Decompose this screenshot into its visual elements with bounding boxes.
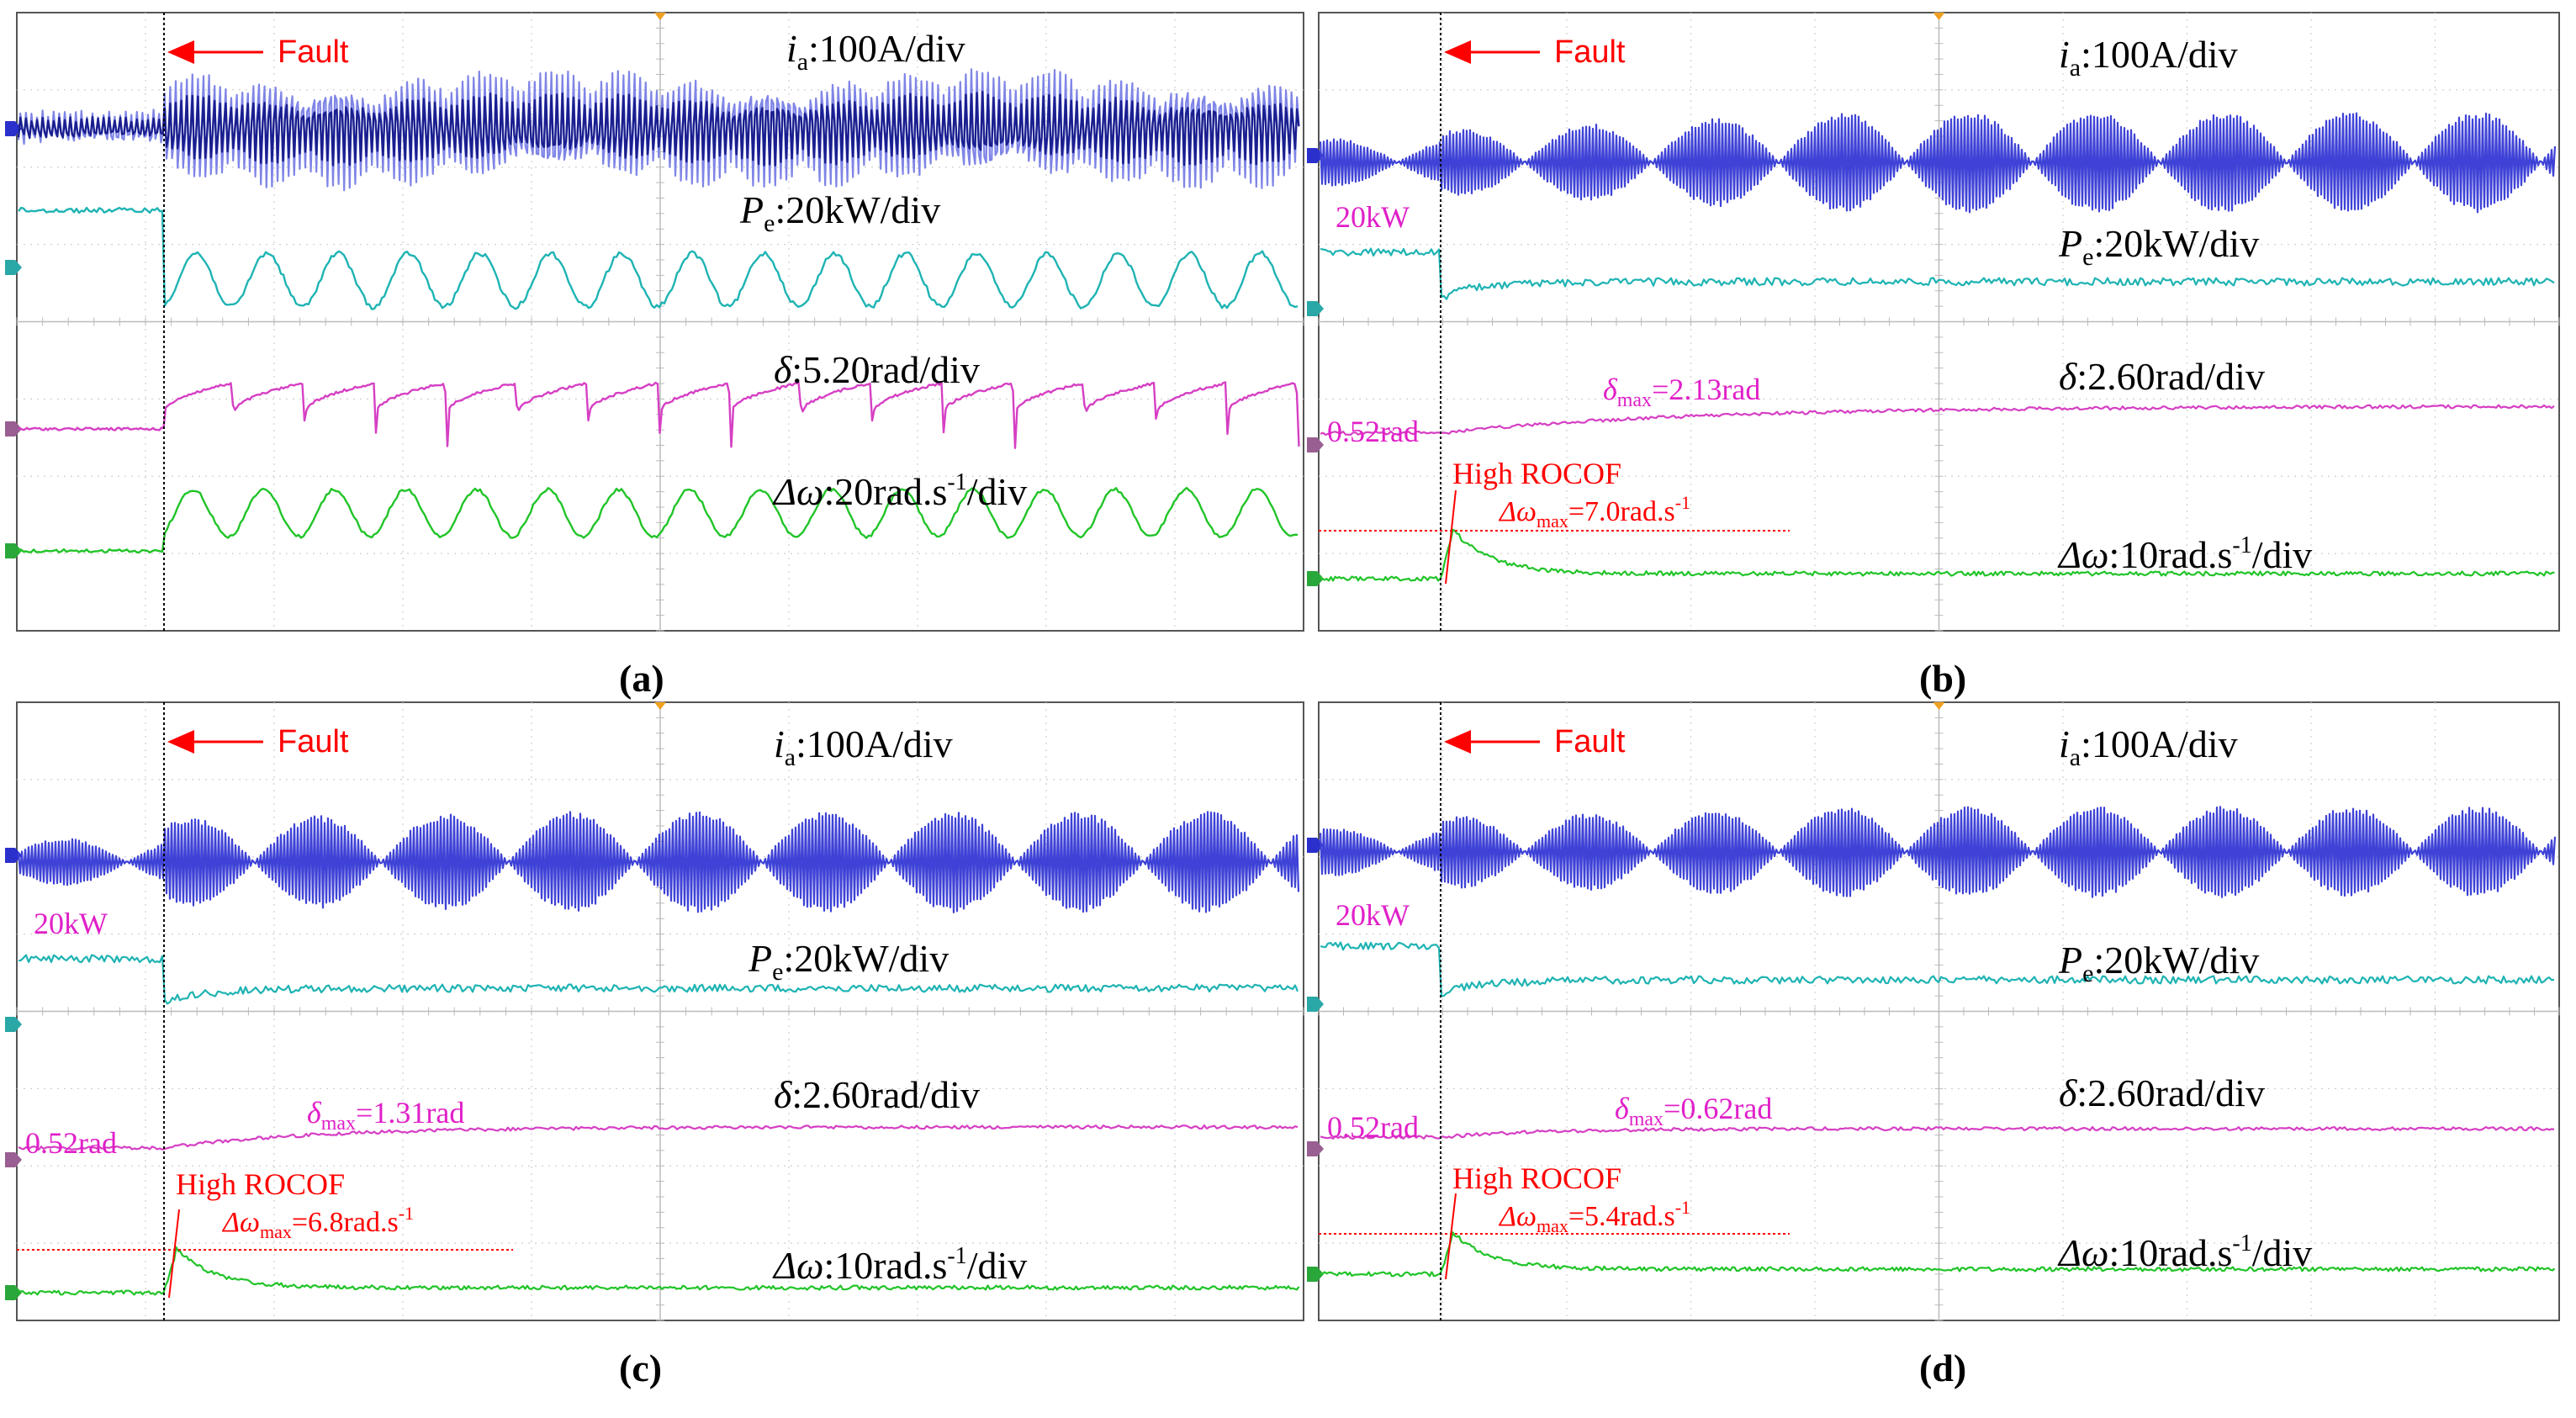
caption-c: (c): [619, 1347, 663, 1389]
domega-trace: [18, 486, 1299, 554]
fault-label: Fault: [278, 724, 349, 759]
rocof-label-b: High ROCOF: [1452, 457, 1621, 490]
delta-trace-d: [1320, 1125, 2555, 1140]
scale-ia-d: ia:100A/div: [2059, 722, 2238, 771]
fault-label: Fault: [1554, 724, 1626, 759]
domega-max-label-d: Δωmax=5.4rad.s-1: [1498, 1197, 1690, 1236]
caption-d: (d): [1919, 1347, 1967, 1389]
scale-delta-c: δ:2.60rad/div: [774, 1073, 980, 1116]
domega-max-label-b: Δωmax=7.0rad.s-1: [1498, 492, 1690, 532]
caption-b: (b): [1919, 657, 1967, 700]
fault-arrow-head: [167, 40, 194, 64]
panel-frame-b: [1318, 12, 2560, 632]
delta-start-label-b: 0.52rad: [1327, 415, 1419, 448]
delta-ch-marker-d: [1307, 1141, 1324, 1156]
ia-trace-d: [1319, 806, 2557, 898]
delta-ch-marker-c: [5, 1152, 22, 1167]
domega-max-label-c: Δωmax=6.8rad.s-1: [221, 1203, 414, 1242]
trigger-marker: [654, 702, 666, 710]
caption-a: (a): [619, 657, 664, 700]
domega-trace-d: [1320, 1231, 2556, 1278]
trigger-marker: [1933, 13, 1945, 20]
domega-trace-c: [18, 1246, 1300, 1296]
delta-trace-b: [1320, 404, 2555, 437]
scale-domega-d: Δω:10rad.s-1/div: [2057, 1230, 2312, 1274]
rocof-label-d: High ROCOF: [1452, 1161, 1621, 1195]
rocof-slope-b: [1445, 489, 1457, 585]
delta-max-label-b: δmax=2.13rad: [1603, 373, 1760, 411]
delta-ch-marker-b: [1307, 437, 1324, 452]
scale-pe-b: Pe:20kW/div: [2058, 222, 2259, 271]
ia-ch-marker: [5, 121, 22, 136]
fault-arrow-head: [1444, 40, 1471, 64]
scale-ia-c: ia:100A/div: [774, 722, 953, 771]
delta-max-label-d: δmax=0.62rad: [1615, 1092, 1772, 1130]
delta-max-label-c: δmax=1.31rad: [307, 1096, 464, 1135]
rocof-label-c: High ROCOF: [176, 1167, 345, 1201]
domega-ch-marker-b: [1307, 571, 1324, 586]
pe-20kw-label-d: 20kW: [1336, 898, 1410, 932]
scale-domega-b: Δω:10rad.s-1/div: [2057, 532, 2312, 576]
pe-ch-marker-d: [1307, 997, 1324, 1012]
pe-20kw-label-b: 20kW: [1336, 200, 1410, 234]
pe-trace-b: [1320, 247, 2555, 300]
trigger-marker: [654, 13, 666, 20]
fault-label: Fault: [278, 34, 349, 70]
pe-ch-marker-c: [5, 1017, 22, 1032]
pe-trace-c: [18, 954, 1299, 1005]
scale-pe-d: Pe:20kW/div: [2058, 939, 2259, 987]
scale-ia-a: ia:100A/div: [786, 27, 965, 76]
trigger-marker: [1933, 702, 1945, 710]
ia-ch-marker-d: [1307, 838, 1324, 853]
scale-pe-a: Pe:20kW/div: [739, 188, 940, 237]
scale-domega-a: Δω:20rad.s-1/div: [772, 469, 1027, 513]
rocof-slope-c: [168, 1209, 180, 1299]
delta-start-label-d: 0.52rad: [1327, 1110, 1419, 1144]
fault-label: Fault: [1554, 34, 1626, 70]
scale-delta-a: δ:5.20rad/div: [774, 348, 980, 391]
panel-frame-c: [16, 701, 1304, 1321]
ia-ch-marker-b: [1307, 148, 1324, 163]
panel-frame-a: [16, 12, 1304, 632]
fault-arrow-head: [1444, 730, 1471, 754]
fault-arrow-head: [167, 730, 194, 754]
scale-domega-c: Δω:10rad.s-1/div: [772, 1243, 1027, 1287]
pe-trace-d: [1320, 941, 2555, 997]
pe-20kw-label-c: 20kW: [34, 907, 108, 940]
domega-ch-marker-d: [1307, 1267, 1324, 1282]
ia-ch-marker-c: [5, 848, 22, 863]
delta-trace-c: [18, 1124, 1299, 1151]
domega-ch-marker: [5, 543, 22, 558]
ia-trace-c: [17, 811, 1300, 913]
delta-ch-marker: [5, 421, 22, 437]
pe-ch-marker-b: [1307, 301, 1324, 316]
domega-trace-b: [1320, 528, 2555, 582]
pe-trace: [18, 206, 1299, 310]
scale-delta-b: δ:2.60rad/div: [2059, 355, 2265, 398]
delta-start-label-c: 0.52rad: [25, 1126, 117, 1160]
ia-trace-b: [1319, 112, 2557, 214]
domega-ch-marker-c: [5, 1285, 22, 1300]
delta-trace: [18, 381, 1300, 449]
pe-ch-marker: [5, 260, 22, 275]
scale-delta-d: δ:2.60rad/div: [2059, 1071, 2265, 1114]
scale-pe-c: Pe:20kW/div: [748, 937, 949, 986]
rocof-slope-d: [1445, 1193, 1457, 1280]
ia-trace-dark: [17, 90, 1300, 167]
scale-ia-b: ia:100A/div: [2059, 33, 2238, 82]
